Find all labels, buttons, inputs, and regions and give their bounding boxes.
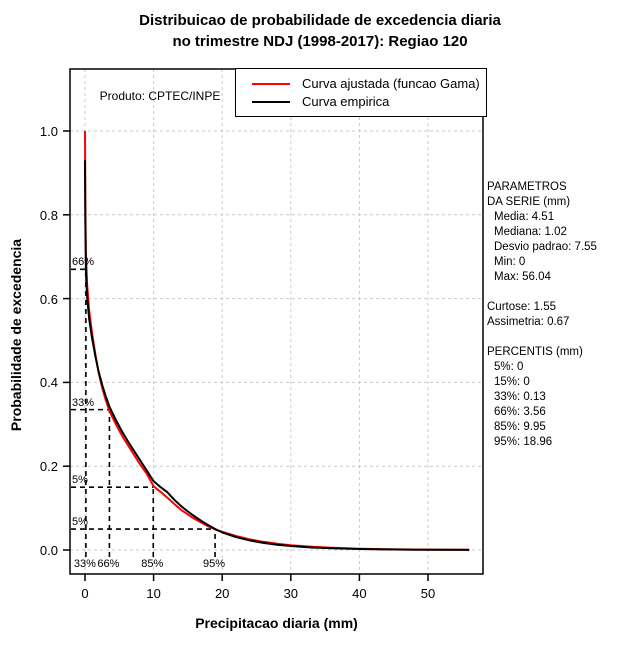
percentile-bottom-label: 66% (97, 558, 120, 570)
legend-item-label: Curva ajustada (funcao Gama) (302, 76, 480, 91)
percentile-left-label: 5% (72, 474, 88, 487)
side-panel-line: Mediana: 1.02 (494, 226, 567, 238)
y-tick-label: 0.2 (39, 459, 58, 475)
title-line-1: Distribuicao de probabilidade de exceden… (139, 12, 501, 29)
side-panel-line: Media: 4.51 (494, 211, 555, 223)
side-panel-line (487, 330, 639, 345)
percentile-left-label: 33% (72, 396, 95, 409)
y-tick-label: 0.0 (39, 543, 58, 558)
fitted-curve-line-sample (252, 82, 290, 85)
side-panel-line: Desvio padrao: 7.55 (494, 241, 597, 253)
x-tick-label: 50 (420, 586, 436, 601)
fitted-curve (84, 130, 470, 551)
side-panel-line: Assimetria: 0.67 (487, 316, 570, 328)
x-tick-label: 20 (214, 586, 230, 601)
percentile-bottom-label: 85% (141, 558, 164, 570)
x-tick-label: 30 (283, 586, 299, 601)
y-axis-title: Probabilidade de excedencia (8, 238, 24, 432)
percentile-bottom-label: 33% (73, 558, 96, 570)
side-panel-line: Curtose: 1.55 (487, 301, 557, 313)
produto-annotation: Produto: CPTEC/INPE (99, 89, 221, 103)
statistics-side-panel: PARAMETROS DA SERIE (mm) Media: 4.51 Median… (487, 180, 639, 450)
legend-item-fitted: Curva ajustada (funcao Gama) (252, 76, 486, 91)
x-axis-title: Precipitacao diaria (mm) (195, 615, 358, 631)
legend-item-label: Curva empirica (302, 94, 390, 109)
plot-frame (69, 68, 484, 575)
side-panel-line: 15%: 0 (494, 376, 530, 388)
side-panel-line: 85%: 9.95 (494, 421, 546, 433)
page-title: Distribuicao de probabilidade de exceden… (0, 10, 640, 52)
x-tick-label: 10 (146, 586, 161, 601)
empirical-curve-line-sample (252, 100, 290, 103)
side-panel-line: Max: 56.04 (494, 271, 551, 283)
percentile-left-label: 5% (72, 516, 88, 529)
empirical-curve (84, 160, 470, 551)
y-tick-label: 0.4 (39, 375, 58, 391)
title-line-2: no trimestre NDJ (1998-2017): Regiao 120 (172, 33, 468, 50)
x-tick-label: 40 (352, 586, 367, 601)
y-tick-label: 0.6 (39, 291, 58, 307)
x-tick-label: 0 (81, 586, 89, 601)
side-panel-line (487, 285, 639, 300)
side-panel-line: 95%: 18.96 (494, 436, 553, 448)
side-panel-line: PERCENTIS (mm) (487, 346, 583, 358)
side-panel-line: DA SERIE (mm) (487, 196, 571, 208)
side-panel-line: Min: 0 (494, 256, 526, 268)
y-tick-label: 0.8 (39, 207, 58, 223)
legend-box: Curva ajustada (funcao Gama) Curva empir… (235, 68, 487, 117)
percentile-left-label: 66% (72, 256, 95, 269)
legend-item-empirical: Curva empirica (252, 94, 486, 109)
side-panel-line: 5%: 0 (494, 361, 524, 373)
side-panel-line: 66%: 3.56 (494, 406, 546, 418)
y-tick-label: 1.0 (39, 124, 58, 139)
side-panel-line: PARAMETROS (487, 181, 567, 193)
percentile-bottom-label: 95% (203, 558, 226, 570)
side-panel-line: 33%: 0.13 (494, 391, 546, 403)
